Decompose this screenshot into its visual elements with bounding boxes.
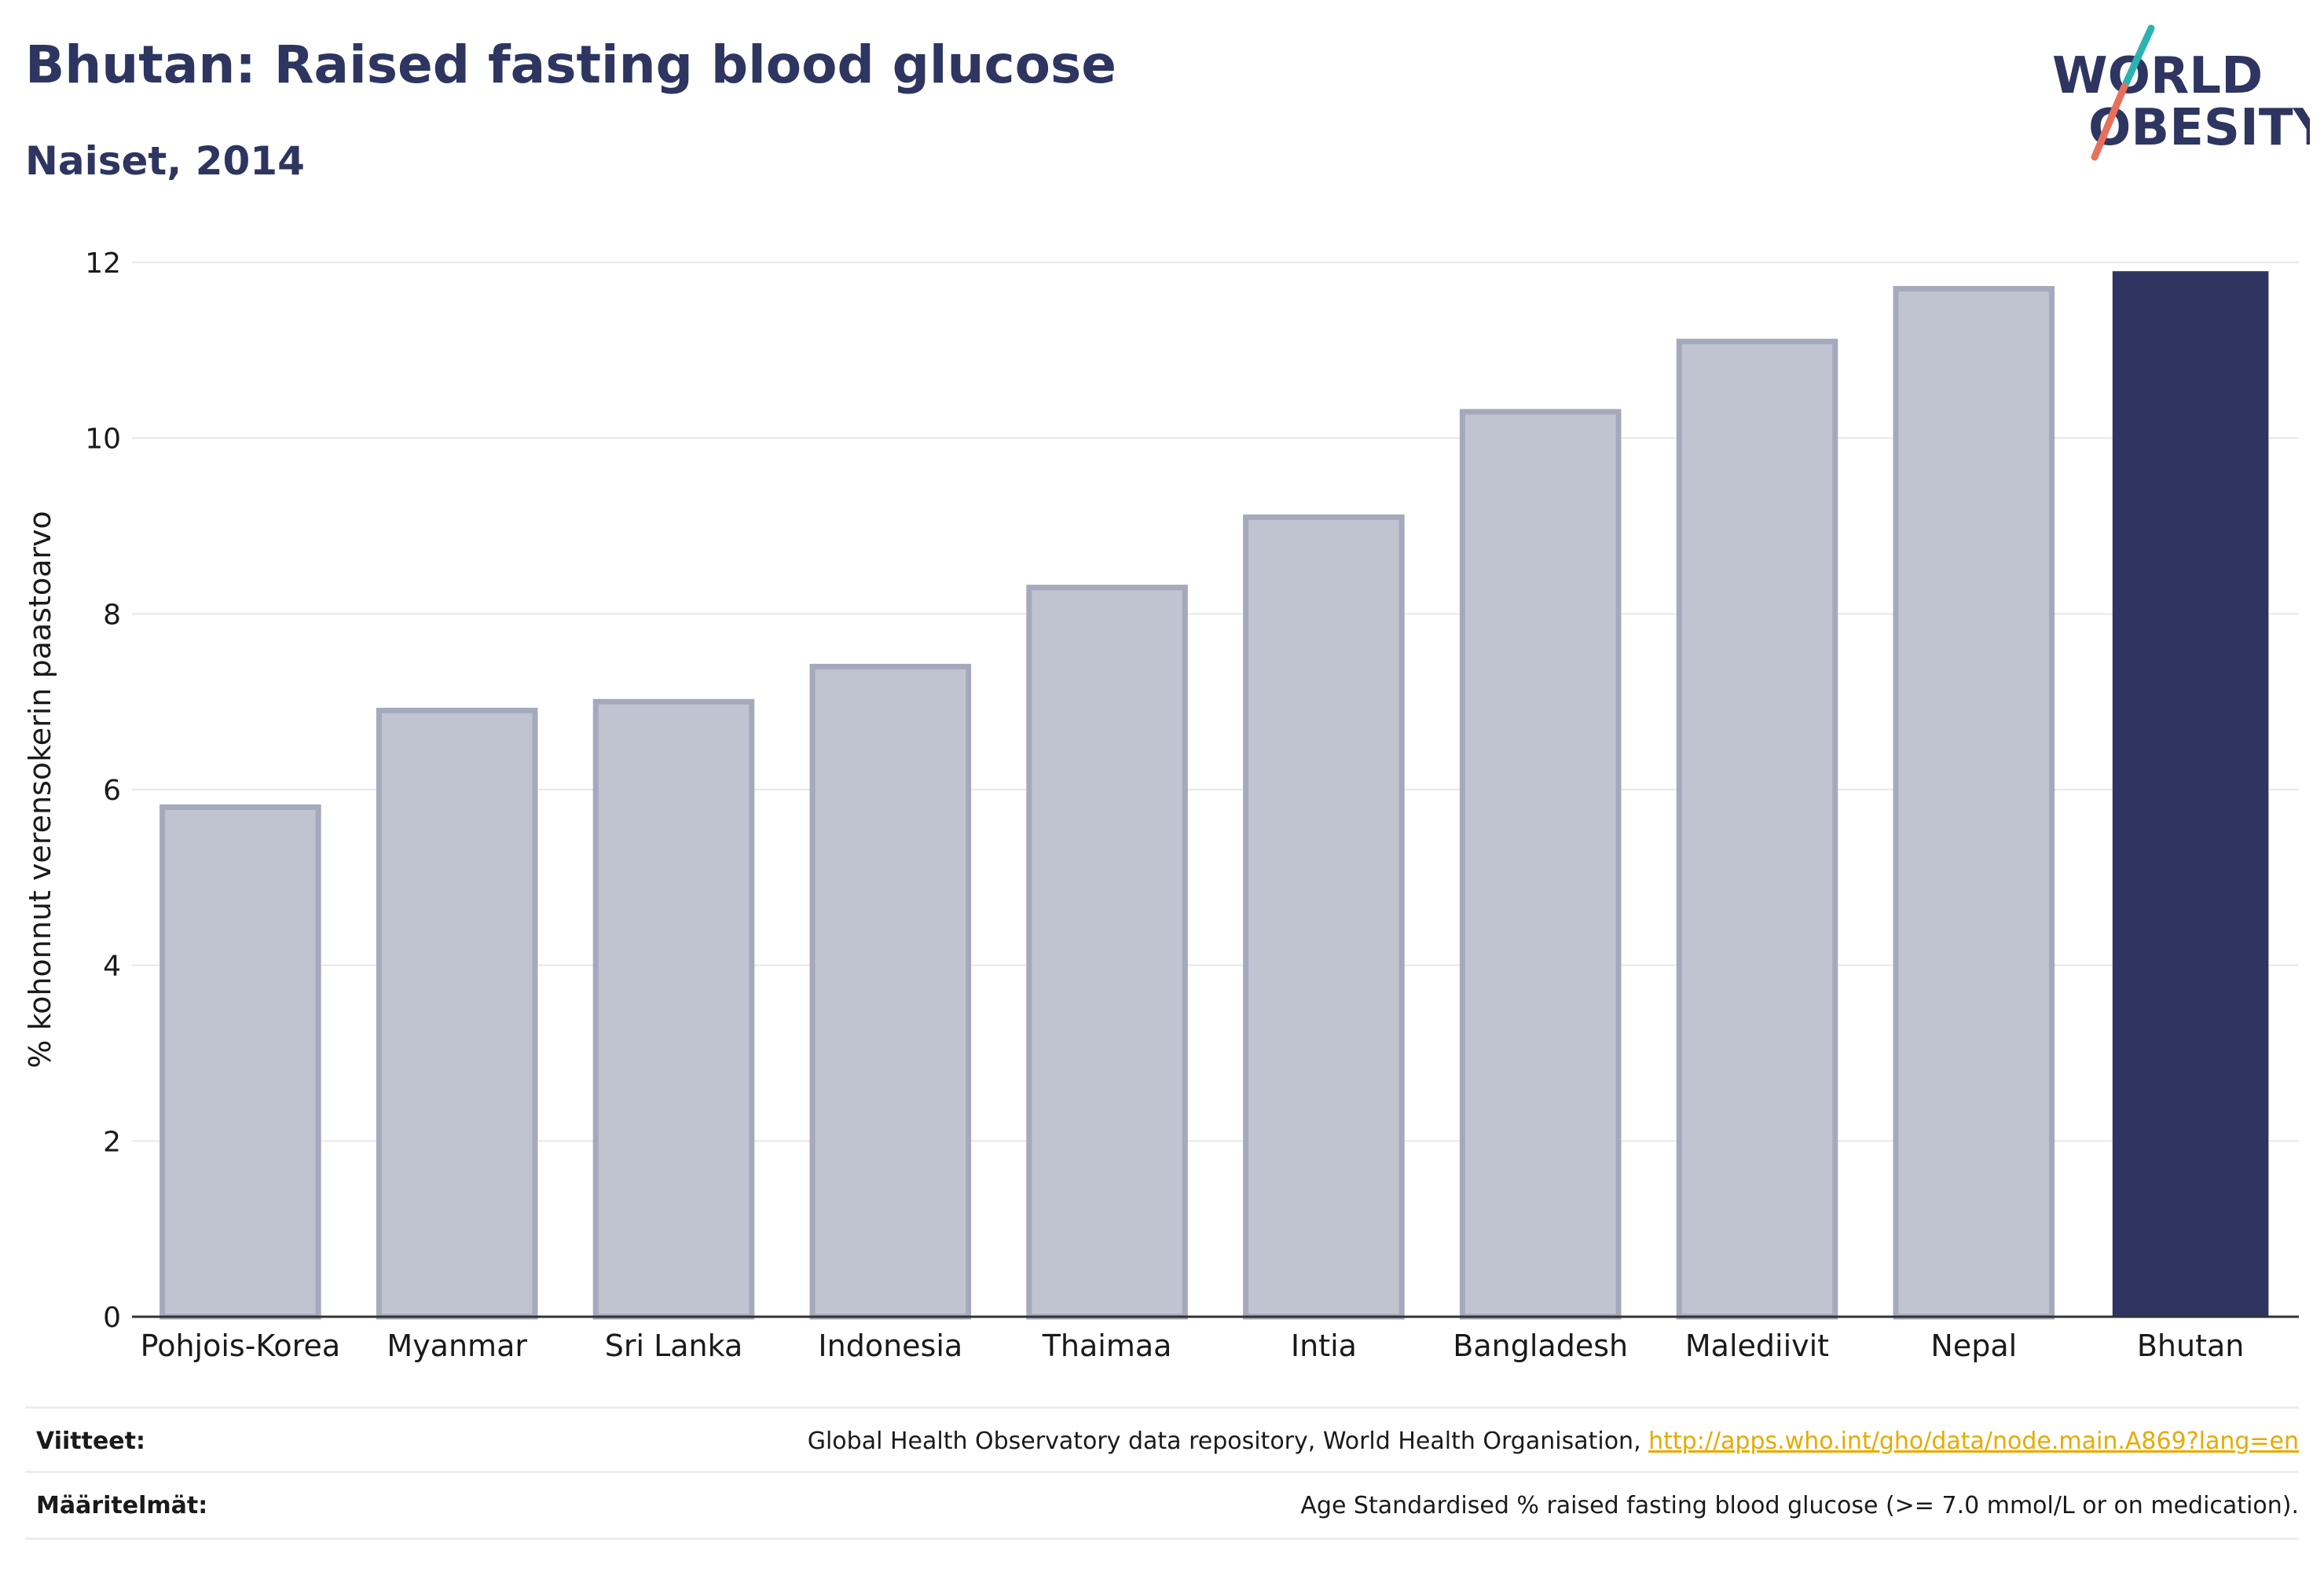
footer-definitions-row: Määritelmät: Age Standardised % raised f… bbox=[25, 1471, 2299, 1540]
y-tick-label: 2 bbox=[103, 1126, 121, 1158]
bar-malediivit bbox=[1676, 339, 1838, 1320]
y-tick-label: 4 bbox=[103, 951, 121, 983]
x-tick-label: Sri Lanka bbox=[605, 1329, 743, 1363]
bar-sri-lanka bbox=[592, 698, 755, 1320]
sources-text: Global Health Observatory data repositor… bbox=[807, 1428, 1649, 1455]
y-tick-label: 0 bbox=[103, 1302, 121, 1334]
definitions-label: Määritelmät: bbox=[36, 1492, 208, 1519]
footer-sources-row: Viitteet: Global Health Observatory data… bbox=[25, 1406, 2299, 1473]
y-tick-label: 8 bbox=[103, 599, 121, 631]
definitions-value: Age Standardised % raised fasting blood … bbox=[1300, 1492, 2299, 1519]
x-tick-label: Indonesia bbox=[818, 1329, 962, 1363]
world-obesity-logo: WORLD OBESITY bbox=[2052, 24, 2310, 161]
sources-link[interactable]: http://apps.who.int/gho/data/node.main.A… bbox=[1648, 1428, 2299, 1455]
logo-slash-red bbox=[2091, 82, 2128, 161]
bar-indonesia bbox=[809, 663, 972, 1320]
x-tick-label: Malediivit bbox=[1685, 1329, 1829, 1363]
x-axis-ticks: Pohjois-Korea Myanmar Sri Lanka Indonesia Th… bbox=[141, 1329, 2245, 1363]
x-tick-label: Nepal bbox=[1930, 1329, 2017, 1363]
x-tick-label: Bhutan bbox=[2137, 1329, 2245, 1363]
bar-pohjois-korea bbox=[159, 804, 321, 1320]
x-tick-label: Bangladesh bbox=[1453, 1329, 1628, 1363]
page-subtitle: Naiset, 2014 bbox=[25, 138, 305, 184]
bar-nepal bbox=[1893, 286, 2055, 1320]
bar-bangladesh bbox=[1459, 409, 1622, 1320]
logo-word-world: WORLD bbox=[2052, 47, 2263, 105]
x-tick-label: Pohjois-Korea bbox=[141, 1329, 341, 1363]
y-tick-label: 10 bbox=[85, 423, 121, 456]
page-title: Bhutan: Raised fasting blood glucose bbox=[25, 35, 1117, 95]
x-tick-label: Myanmar bbox=[387, 1329, 527, 1363]
bar-bhutan bbox=[2112, 271, 2269, 1317]
x-tick-label: Thaimaa bbox=[1042, 1329, 1172, 1363]
logo-slash-teal bbox=[2122, 24, 2155, 87]
sources-label: Viitteet: bbox=[36, 1428, 145, 1455]
bar-chart: 0 2 4 6 8 10 12 Pohjois-Korea Myanmar Sri Lanka I… bbox=[23, 247, 2299, 1363]
y-tick-label: 12 bbox=[85, 247, 121, 280]
bars bbox=[159, 271, 2269, 1320]
x-tick-label: Intia bbox=[1291, 1329, 1357, 1363]
y-axis-label: % kohonnut verensokerin paastoarvo bbox=[23, 511, 57, 1068]
logo-word-obesity: OBESITY bbox=[2088, 99, 2310, 157]
y-axis-ticks: 0 2 4 6 8 10 12 bbox=[85, 247, 121, 1334]
bar-intia bbox=[1243, 514, 1405, 1320]
bar-thaimaa bbox=[1026, 585, 1188, 1320]
y-tick-label: 6 bbox=[103, 775, 121, 807]
sources-value: Global Health Observatory data repositor… bbox=[808, 1428, 2299, 1455]
bar-myanmar bbox=[376, 707, 538, 1320]
